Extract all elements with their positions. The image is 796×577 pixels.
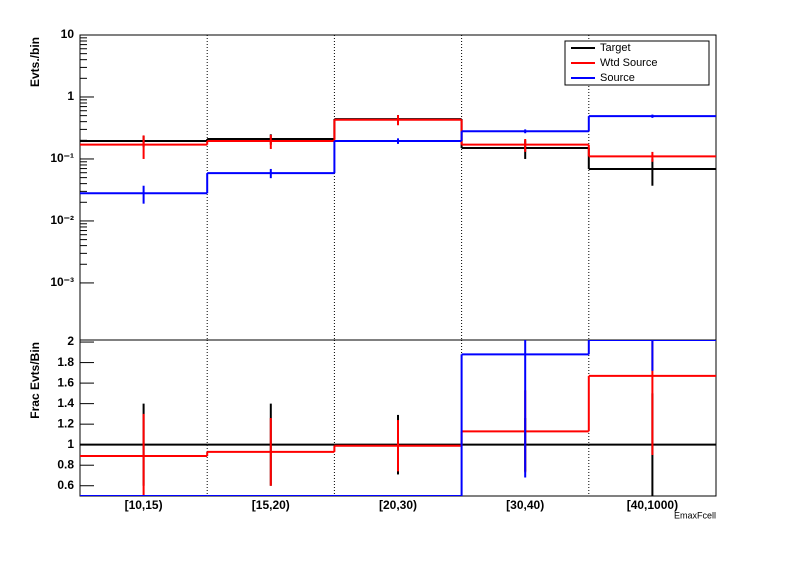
y-tick-label: 1.8 xyxy=(57,355,74,369)
plot-area xyxy=(80,114,716,204)
legend-label: Target xyxy=(600,42,631,54)
y-tick-label: 10 xyxy=(61,27,75,41)
y-axis-label: Evts./bin xyxy=(28,37,42,87)
y-tick-label: 10⁻¹ xyxy=(50,151,74,165)
y-tick-label: 1.4 xyxy=(57,396,74,410)
y-tick-label: 10⁻³ xyxy=(50,275,74,289)
y-tick-label: 1.6 xyxy=(57,375,74,389)
x-tick-label: [20,30) xyxy=(379,498,417,512)
y-tick-label: 0.8 xyxy=(57,457,74,471)
y-tick-label: 2 xyxy=(67,334,74,348)
x-tick-label: [40,1000) xyxy=(627,498,678,512)
x-tick-label: [10,15) xyxy=(125,498,163,512)
y-tick-label: 1 xyxy=(67,437,74,451)
x-tick-label: [30,40) xyxy=(506,498,544,512)
legend-label: Wtd Source xyxy=(600,57,657,69)
x-axis-label: EmaxFcell xyxy=(674,510,716,520)
x-tick-label: [15,20) xyxy=(252,498,290,512)
plot-area xyxy=(80,340,716,496)
y-tick-label: 1.2 xyxy=(57,416,74,430)
y-tick-label: 1 xyxy=(67,89,74,103)
y-tick-label: 10⁻² xyxy=(50,213,74,227)
y-tick-label: 0.6 xyxy=(57,478,74,492)
y-axis-label: Frac Evts/Bin xyxy=(28,342,42,419)
legend-label: Source xyxy=(600,72,635,84)
